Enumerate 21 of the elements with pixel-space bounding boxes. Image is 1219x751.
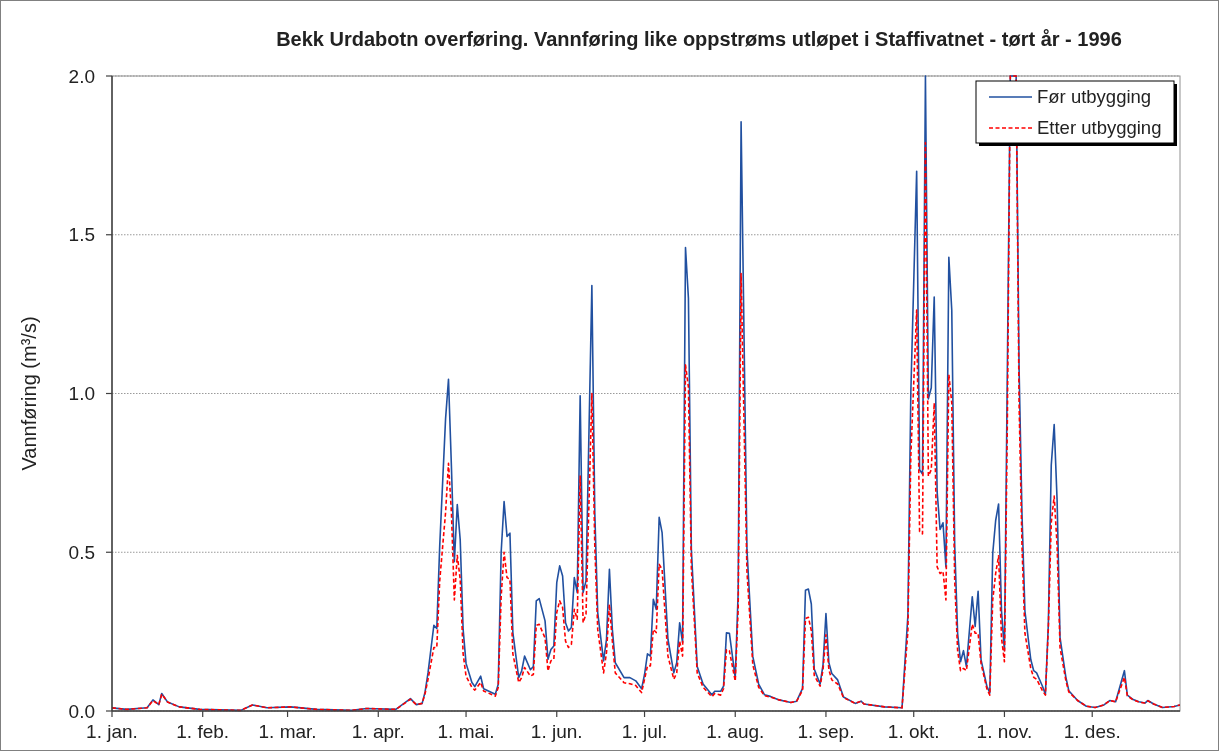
x-tick-label: 1. jan.	[86, 721, 138, 742]
x-tick-label: 1. okt.	[887, 721, 940, 742]
y-tick-label: 0.0	[68, 700, 95, 722]
x-tick-label: 1. sep.	[797, 721, 855, 742]
y-tick-label: 1.5	[68, 224, 95, 246]
y-tick-label: 2.0	[68, 65, 95, 87]
y-tick-label: 0.5	[68, 541, 95, 563]
y-tick-label: 1.0	[68, 383, 95, 405]
x-tick-label: 1. mai.	[437, 721, 495, 742]
x-tick-label: 1. mar.	[258, 721, 317, 742]
x-tick-label: 1. jul.	[621, 721, 668, 742]
legend-label: Etter utbygging	[1037, 117, 1162, 139]
x-tick-label: 1. feb.	[176, 721, 230, 742]
x-tick-label: 1. nov.	[976, 721, 1033, 742]
x-tick-label: 1. aug.	[706, 721, 765, 742]
chart-title: Bekk Urdabotn overføring. Vannføring like oppstrøms utløpet i Staffivatnet - tørt år - 1996	[276, 28, 1122, 50]
x-tick-label: 1. jun.	[530, 721, 583, 742]
x-tick-label: 1. apr.	[351, 721, 405, 742]
legend-label: Før utbygging	[1037, 86, 1152, 108]
y-axis-title: Vannføring (m³/s)	[18, 316, 40, 471]
x-tick-label: 1. des.	[1063, 721, 1121, 742]
